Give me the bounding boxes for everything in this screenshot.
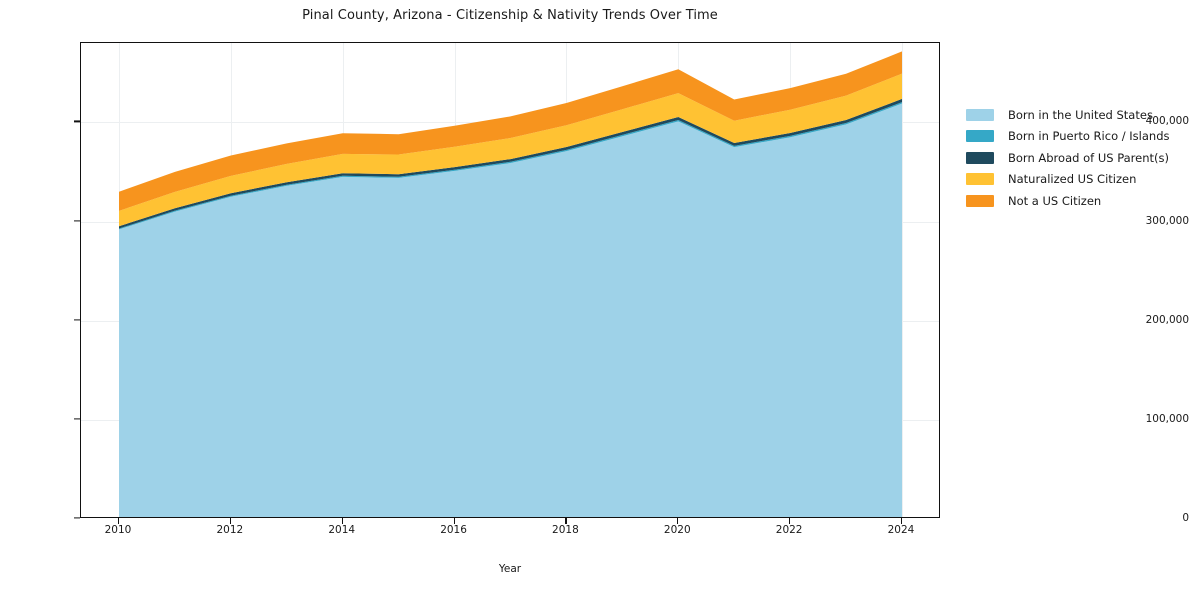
area-band [119,103,902,517]
y-axis-tick-label: 200,000 [1145,313,1189,326]
x-axis-tick-mark [118,518,120,524]
legend-item[interactable]: Not a US Citizen [966,190,1181,212]
x-axis-tick-label: 2018 [552,524,579,536]
x-axis-tick-label: 2016 [440,524,467,536]
y-axis-tick-mark [74,120,80,122]
legend-color-swatch [966,130,994,143]
legend-item-label: Naturalized US Citizen [1008,172,1137,187]
y-axis-tick-label: 100,000 [1145,412,1189,425]
x-axis-tick-label: 2022 [775,524,803,536]
x-axis-tick-label: 2024 [887,524,915,536]
y-axis-tick-mark [74,517,80,519]
y-axis-tick-label: 300,000 [1145,214,1189,227]
plot-area [80,42,940,518]
x-axis-tick-mark [229,518,232,524]
area-band [119,73,902,227]
legend-color-swatch [966,194,994,207]
legend-item[interactable]: Born Abroad of US Parent(s) [966,147,1181,169]
x-axis-tick-label: 2010 [104,524,132,536]
area-band [119,102,902,230]
x-axis-tick-mark [341,518,343,524]
legend-item-label: Born in Puerto Rico / Islands [1008,129,1170,144]
chart-title: Pinal County, Arizona - Citizenship & Na… [302,8,718,23]
area-band [119,51,902,211]
legend-item[interactable]: Born in the United States [966,104,1181,126]
x-axis-tick-mark [789,518,791,524]
area-band [119,98,902,229]
legend-color-swatch [966,151,994,164]
legend-item-label: Born in the United States [1008,107,1153,122]
x-axis-label: Year [498,563,522,575]
legend-item[interactable]: Naturalized US Citizen [966,169,1181,191]
legend-color-swatch [966,108,994,121]
y-axis-tick-mark [74,219,80,222]
x-axis-tick-mark [677,518,679,524]
y-axis-tick-label: 0 [1182,512,1189,524]
x-axis-tick-label: 2014 [328,524,356,536]
legend-item-label: Born Abroad of US Parent(s) [1008,150,1169,165]
y-axis-tick-mark [74,319,80,321]
gridline-vertical [902,43,903,517]
legend-color-swatch [966,173,994,186]
x-axis-tick-label: 2020 [663,524,691,536]
x-axis-tick-mark [901,518,903,524]
legend-item[interactable]: Born in Puerto Rico / Islands [966,126,1181,148]
y-axis-tick-label: 400,000 [1145,115,1189,128]
y-axis-tick-mark [74,418,80,420]
x-axis-tick-label: 2012 [216,524,244,536]
x-axis-tick-mark [453,518,455,524]
chart-legend: Born in the United States Born in Puerto … [966,104,1181,212]
x-axis-tick-mark [565,518,567,524]
stacked-area-series [119,51,902,517]
legend-item-label: Not a US Citizen [1008,193,1102,208]
